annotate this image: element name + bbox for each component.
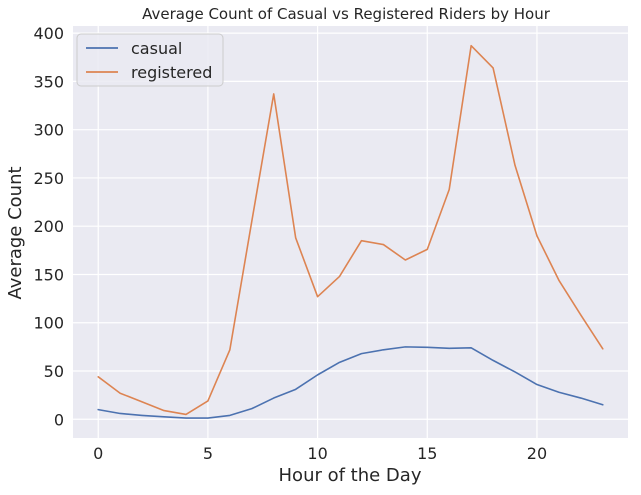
y-tick-label: 350 [33, 72, 64, 91]
tick-labels: 0 50 100 150 200 250 300 350 400 0 5 10 15 20 [33, 24, 547, 463]
series-lines [97, 44, 604, 419]
y-tick-label: 300 [33, 121, 64, 140]
y-tick-label: 250 [33, 169, 64, 188]
x-tick-label: 10 [307, 444, 327, 463]
plot-area [73, 26, 628, 438]
y-tick-label: 0 [54, 410, 64, 429]
x-tick-label: 15 [417, 444, 437, 463]
y-tick-label: 400 [33, 24, 64, 43]
series-line-casual [97, 346, 604, 419]
y-tick-label: 50 [44, 362, 64, 381]
y-tick-label: 100 [33, 314, 64, 333]
legend-items: casual registered [86, 39, 212, 82]
x-tick-label: 0 [93, 444, 103, 463]
legend-label-casual: casual [131, 39, 182, 58]
x-tick-label: 20 [527, 444, 547, 463]
series-line-registered [97, 44, 604, 416]
legend-box [76, 33, 224, 87]
y-axis-label: Average Count [5, 166, 26, 299]
legend: casual registered [76, 33, 224, 87]
chart-title: Average Count of Casual vs Registered Ri… [142, 5, 551, 23]
x-axis-label: Hour of the Day [279, 465, 422, 486]
x-tick-label: 5 [203, 444, 213, 463]
legend-label-registered: registered [131, 63, 212, 82]
y-tick-label: 150 [33, 265, 64, 284]
y-tick-label: 200 [33, 217, 64, 236]
grid [73, 26, 628, 438]
